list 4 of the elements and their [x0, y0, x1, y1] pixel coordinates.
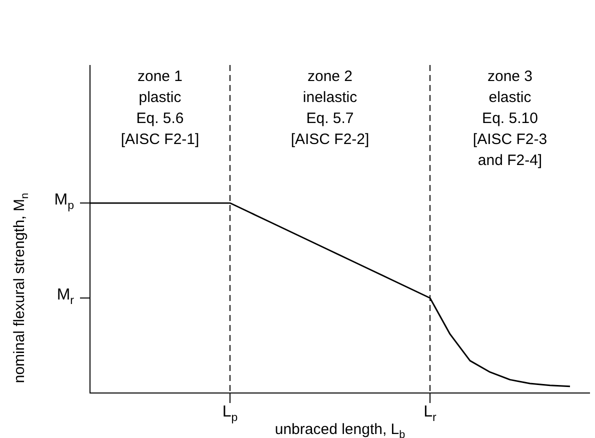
text: zone 2 inelastic Eq. 5.7 [AISC F2-2] — [290, 68, 370, 148]
text: zone 3 elastic Eq. 5.10 [AISC F2-3 and F2-4] — [472, 68, 548, 170]
y-axis-title: nominal flexural strength, Mn — [11, 192, 32, 384]
text: zone 1 plastic Eq. 5.6 [AISC F2-1] — [120, 68, 200, 148]
